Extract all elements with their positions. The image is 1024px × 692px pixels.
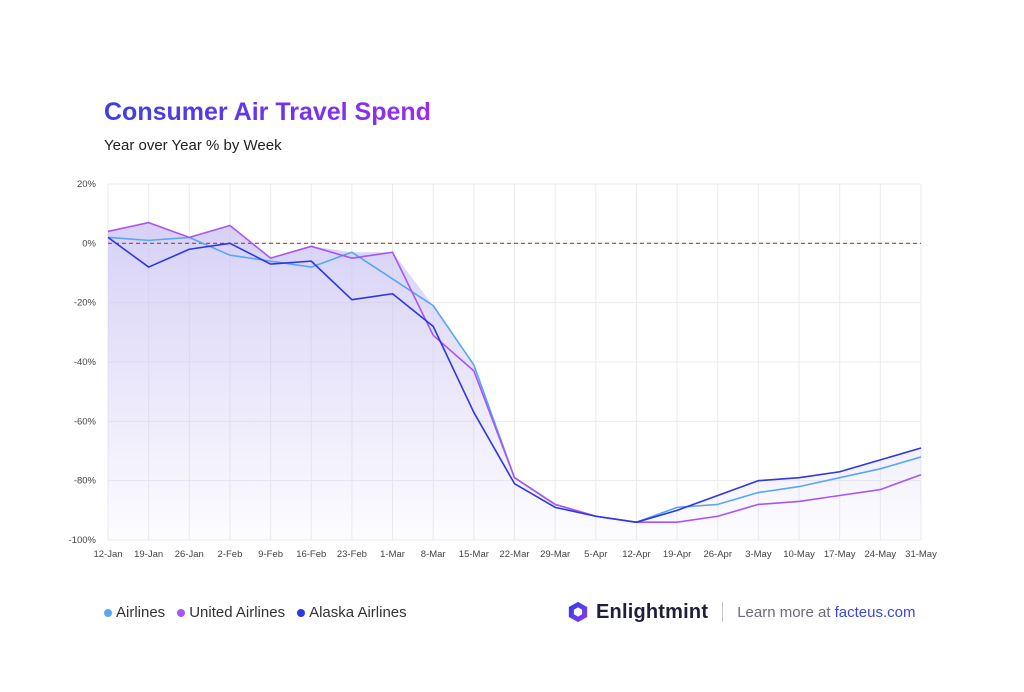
legend-label: United Airlines xyxy=(189,604,286,621)
x-tick-label: 31-May xyxy=(905,549,937,560)
footer-brand: Enlightmint Learn more at facteus.com xyxy=(567,598,915,626)
x-tick-label: 19-Jan xyxy=(134,549,163,560)
x-tick-label: 3-May xyxy=(745,549,772,560)
legend-swatch xyxy=(297,609,306,617)
y-tick-label: 20% xyxy=(77,179,97,190)
x-tick-label: 9-Feb xyxy=(258,549,283,560)
legend-label: Alaska Airlines xyxy=(309,604,407,621)
enlightmint-logo-icon xyxy=(568,601,588,623)
y-axis-ticks: 20% 0% -20% -40% -60% -80% -100% xyxy=(69,179,97,546)
x-tick-label: 29-Mar xyxy=(540,549,570,560)
x-tick-label: 22-Mar xyxy=(499,549,529,560)
x-tick-label: 19-Apr xyxy=(663,549,692,560)
x-tick-label: 24-May xyxy=(865,549,897,560)
x-tick-label: 12-Apr xyxy=(622,549,651,560)
legend-swatch xyxy=(177,609,186,617)
y-tick-label: -60% xyxy=(74,416,97,427)
chart-subtitle: Year over Year % by Week xyxy=(104,137,282,154)
y-tick-label: -100% xyxy=(69,535,97,546)
x-tick-label: 5-Apr xyxy=(584,549,607,560)
x-tick-label: 1-Mar xyxy=(380,549,405,560)
y-tick-label: -80% xyxy=(74,476,97,487)
x-tick-label: 26-Apr xyxy=(703,549,732,560)
legend-item: United Airlines xyxy=(177,603,285,623)
y-tick-label: -40% xyxy=(74,357,97,368)
brand-divider xyxy=(722,602,724,622)
x-tick-label: 12-Jan xyxy=(93,549,122,560)
x-axis-ticks: 12-Jan 19-Jan 26-Jan 2-Feb 9-Feb 16-Feb 23-Feb… xyxy=(93,549,937,560)
series-line-united-airlines xyxy=(107,221,922,524)
legend-item: Airlines xyxy=(104,603,165,623)
x-tick-label: 17-May xyxy=(824,549,856,560)
legend: Airlines United Airlines Alaska Airlines xyxy=(104,603,407,623)
legend-label: Airlines xyxy=(116,604,166,621)
x-tick-label: 10-May xyxy=(783,549,815,560)
x-tick-label: 26-Jan xyxy=(175,549,204,560)
legend-item: Alaska Airlines xyxy=(297,603,407,623)
x-tick-label: 2-Feb xyxy=(218,549,243,560)
cta-text: Learn more at xyxy=(737,603,831,621)
area-fill xyxy=(108,222,921,541)
cta-link[interactable]: facteus.com xyxy=(834,603,916,621)
area-fill-shape xyxy=(108,222,921,541)
series-lines xyxy=(107,221,922,524)
chart-title: Consumer Air Travel Spend xyxy=(104,98,431,126)
y-tick-label: 0% xyxy=(82,238,96,249)
x-tick-label: 23-Feb xyxy=(337,549,367,560)
series-line-alaska-airlines xyxy=(107,236,922,524)
x-tick-label: 16-Feb xyxy=(296,549,326,560)
y-tick-label: -20% xyxy=(74,298,97,309)
brand-name: Enlightmint xyxy=(596,600,709,623)
legend-swatch xyxy=(104,609,112,617)
x-tick-label: 15-Mar xyxy=(459,549,489,560)
x-tick-label: 8-Mar xyxy=(421,549,446,560)
